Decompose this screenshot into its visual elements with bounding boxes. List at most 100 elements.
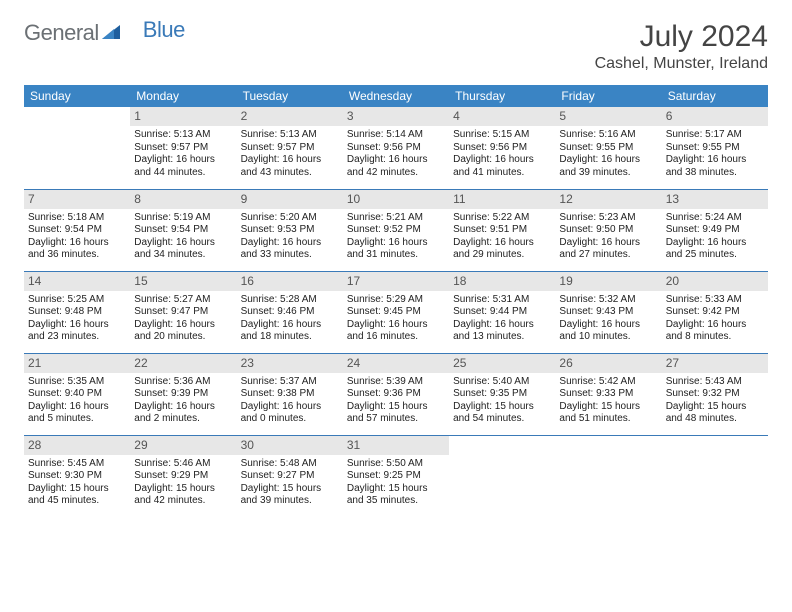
daylight-text: and 31 minutes.: [347, 249, 445, 262]
daylight-text: Daylight: 16 hours: [134, 154, 232, 167]
daylight-text: and 16 minutes.: [347, 331, 445, 344]
daylight-text: Daylight: 16 hours: [241, 237, 339, 250]
day-number: 1: [130, 107, 236, 126]
sunset-text: Sunset: 9:39 PM: [134, 388, 232, 401]
daylight-text: Daylight: 16 hours: [666, 319, 764, 332]
sunset-text: Sunset: 9:53 PM: [241, 224, 339, 237]
daylight-text: and 0 minutes.: [241, 413, 339, 426]
sunset-text: Sunset: 9:32 PM: [666, 388, 764, 401]
daylight-text: and 41 minutes.: [453, 167, 551, 180]
sunset-text: Sunset: 9:25 PM: [347, 470, 445, 483]
sunrise-text: Sunrise: 5:16 AM: [559, 129, 657, 142]
daylight-text: and 10 minutes.: [559, 331, 657, 344]
sunrise-text: Sunrise: 5:31 AM: [453, 294, 551, 307]
sunrise-text: Sunrise: 5:13 AM: [241, 129, 339, 142]
sunrise-text: Sunrise: 5:39 AM: [347, 376, 445, 389]
daylight-text: Daylight: 16 hours: [453, 237, 551, 250]
sunrise-text: Sunrise: 5:29 AM: [347, 294, 445, 307]
day-number: 18: [449, 272, 555, 291]
weekday-header: Tuesday: [237, 85, 343, 107]
day-number: 13: [662, 190, 768, 209]
sunset-text: Sunset: 9:45 PM: [347, 306, 445, 319]
calendar-day-cell: 28Sunrise: 5:45 AMSunset: 9:30 PMDayligh…: [24, 435, 130, 517]
day-number: 16: [237, 272, 343, 291]
calendar-week-row: 28Sunrise: 5:45 AMSunset: 9:30 PMDayligh…: [24, 435, 768, 517]
sunrise-text: Sunrise: 5:20 AM: [241, 212, 339, 225]
day-number: 11: [449, 190, 555, 209]
day-number: 30: [237, 436, 343, 455]
daylight-text: and 57 minutes.: [347, 413, 445, 426]
sunrise-text: Sunrise: 5:36 AM: [134, 376, 232, 389]
sunrise-text: Sunrise: 5:37 AM: [241, 376, 339, 389]
calendar-day-cell: 31Sunrise: 5:50 AMSunset: 9:25 PMDayligh…: [343, 435, 449, 517]
calendar-day-cell: 24Sunrise: 5:39 AMSunset: 9:36 PMDayligh…: [343, 353, 449, 435]
sunrise-text: Sunrise: 5:45 AM: [28, 458, 126, 471]
sunset-text: Sunset: 9:49 PM: [666, 224, 764, 237]
sunset-text: Sunset: 9:57 PM: [134, 142, 232, 155]
day-number: 6: [662, 107, 768, 126]
calendar-day-cell: 7Sunrise: 5:18 AMSunset: 9:54 PMDaylight…: [24, 189, 130, 271]
sunset-text: Sunset: 9:57 PM: [241, 142, 339, 155]
day-number: 9: [237, 190, 343, 209]
calendar-week-row: 1Sunrise: 5:13 AMSunset: 9:57 PMDaylight…: [24, 107, 768, 189]
sunrise-text: Sunrise: 5:21 AM: [347, 212, 445, 225]
sunset-text: Sunset: 9:36 PM: [347, 388, 445, 401]
calendar-day-cell: 19Sunrise: 5:32 AMSunset: 9:43 PMDayligh…: [555, 271, 661, 353]
sunset-text: Sunset: 9:56 PM: [347, 142, 445, 155]
daylight-text: Daylight: 15 hours: [241, 483, 339, 496]
sunset-text: Sunset: 9:54 PM: [134, 224, 232, 237]
daylight-text: and 38 minutes.: [666, 167, 764, 180]
weekday-header: Wednesday: [343, 85, 449, 107]
sunrise-text: Sunrise: 5:24 AM: [666, 212, 764, 225]
day-number: 23: [237, 354, 343, 373]
day-number: 19: [555, 272, 661, 291]
daylight-text: Daylight: 16 hours: [347, 319, 445, 332]
sunrise-text: Sunrise: 5:14 AM: [347, 129, 445, 142]
sunset-text: Sunset: 9:55 PM: [666, 142, 764, 155]
daylight-text: and 25 minutes.: [666, 249, 764, 262]
calendar-day-cell: 2Sunrise: 5:13 AMSunset: 9:57 PMDaylight…: [237, 107, 343, 189]
sunrise-text: Sunrise: 5:22 AM: [453, 212, 551, 225]
daylight-text: and 8 minutes.: [666, 331, 764, 344]
logo-triangle-icon: [102, 23, 120, 44]
daylight-text: Daylight: 16 hours: [28, 237, 126, 250]
day-number: 29: [130, 436, 236, 455]
sunset-text: Sunset: 9:29 PM: [134, 470, 232, 483]
sunrise-text: Sunrise: 5:25 AM: [28, 294, 126, 307]
sunrise-text: Sunrise: 5:40 AM: [453, 376, 551, 389]
calendar-day-cell: 22Sunrise: 5:36 AMSunset: 9:39 PMDayligh…: [130, 353, 236, 435]
location-text: Cashel, Munster, Ireland: [595, 55, 768, 73]
daylight-text: and 36 minutes.: [28, 249, 126, 262]
calendar-table: Sunday Monday Tuesday Wednesday Thursday…: [24, 85, 768, 517]
daylight-text: and 39 minutes.: [241, 495, 339, 508]
calendar-day-cell: 23Sunrise: 5:37 AMSunset: 9:38 PMDayligh…: [237, 353, 343, 435]
sunset-text: Sunset: 9:40 PM: [28, 388, 126, 401]
sunset-text: Sunset: 9:48 PM: [28, 306, 126, 319]
calendar-day-cell: 27Sunrise: 5:43 AMSunset: 9:32 PMDayligh…: [662, 353, 768, 435]
sunrise-text: Sunrise: 5:42 AM: [559, 376, 657, 389]
sunrise-text: Sunrise: 5:32 AM: [559, 294, 657, 307]
daylight-text: and 23 minutes.: [28, 331, 126, 344]
daylight-text: Daylight: 15 hours: [559, 401, 657, 414]
daylight-text: Daylight: 16 hours: [241, 319, 339, 332]
day-number: 3: [343, 107, 449, 126]
title-block: July 2024 Cashel, Munster, Ireland: [595, 20, 768, 73]
calendar-day-cell: 25Sunrise: 5:40 AMSunset: 9:35 PMDayligh…: [449, 353, 555, 435]
day-number: 5: [555, 107, 661, 126]
calendar-day-cell: 13Sunrise: 5:24 AMSunset: 9:49 PMDayligh…: [662, 189, 768, 271]
calendar-day-cell: 15Sunrise: 5:27 AMSunset: 9:47 PMDayligh…: [130, 271, 236, 353]
sunrise-text: Sunrise: 5:18 AM: [28, 212, 126, 225]
calendar-day-cell: [555, 435, 661, 517]
sunrise-text: Sunrise: 5:19 AM: [134, 212, 232, 225]
daylight-text: Daylight: 16 hours: [28, 401, 126, 414]
sunset-text: Sunset: 9:46 PM: [241, 306, 339, 319]
sunrise-text: Sunrise: 5:35 AM: [28, 376, 126, 389]
weekday-header: Saturday: [662, 85, 768, 107]
calendar-page: General Blue July 2024 Cashel, Munster, …: [0, 0, 792, 537]
daylight-text: Daylight: 15 hours: [347, 401, 445, 414]
day-number: 25: [449, 354, 555, 373]
daylight-text: and 51 minutes.: [559, 413, 657, 426]
sunrise-text: Sunrise: 5:13 AM: [134, 129, 232, 142]
day-number: 2: [237, 107, 343, 126]
calendar-day-cell: 30Sunrise: 5:48 AMSunset: 9:27 PMDayligh…: [237, 435, 343, 517]
